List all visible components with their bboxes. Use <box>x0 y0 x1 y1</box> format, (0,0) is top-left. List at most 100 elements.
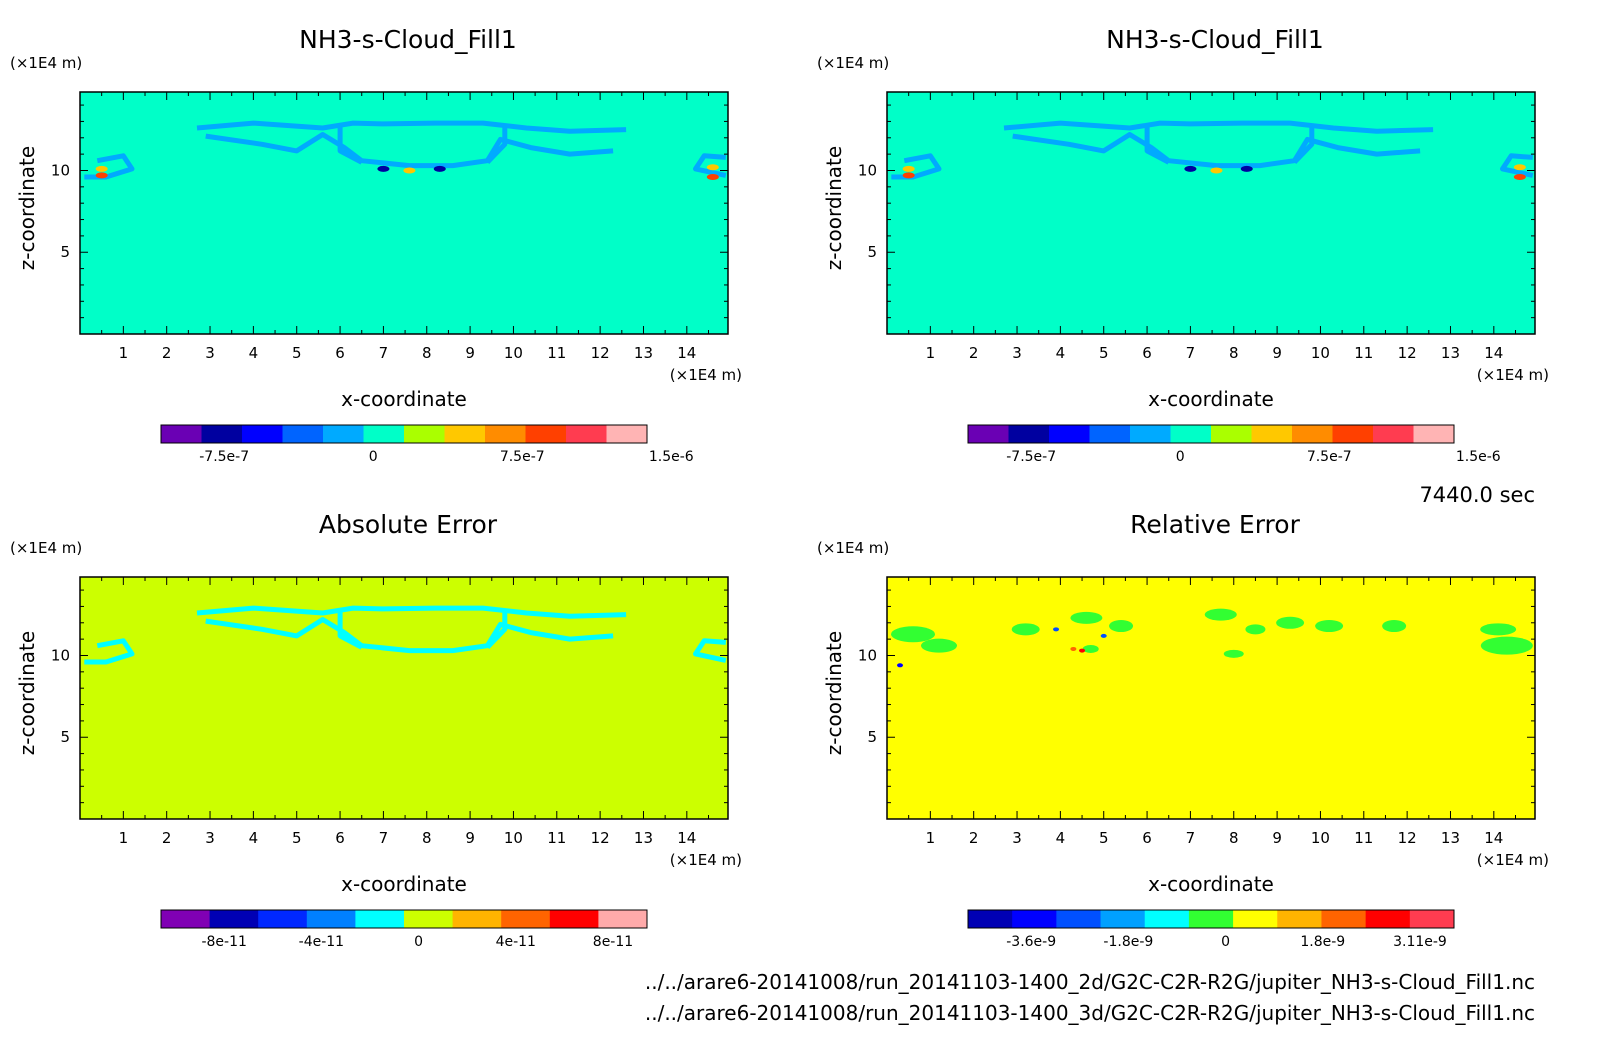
colorbar-swatch <box>1413 425 1455 443</box>
colorbar-tick-label: 0 <box>1221 934 1230 950</box>
x-tick-label: 3 <box>1012 344 1022 362</box>
field-blob <box>921 638 958 653</box>
colorbar-swatch <box>1233 910 1278 928</box>
colorbar-tick-label: 3.11e-9 <box>1393 934 1447 950</box>
x-tick-label: 6 <box>335 344 345 362</box>
x-tick-label: 2 <box>162 829 172 847</box>
field-contour <box>205 132 614 169</box>
x-tick-label: 14 <box>677 344 696 362</box>
colorbar-tick-label: 0 <box>369 449 378 465</box>
colorbar-swatch <box>1373 425 1414 443</box>
colorbar-swatch <box>161 910 211 928</box>
colorbar-swatch <box>404 910 454 928</box>
x-tick-label: 10 <box>504 829 523 847</box>
colorbar-swatch <box>161 425 202 443</box>
x-tick-label: 14 <box>1484 829 1503 847</box>
x-tick-label: 8 <box>1229 829 1239 847</box>
x-unit-label: (×1E4 m) <box>670 366 742 384</box>
colorbar-tick-label: 0 <box>414 934 423 950</box>
colorbar-swatch <box>1130 425 1171 443</box>
colorbar-frame <box>967 909 1455 929</box>
file-path: ../../arare6-20141008/run_20141103-1400_… <box>645 970 1535 994</box>
colorbar-swatch <box>1056 910 1102 928</box>
x-tick-label: 6 <box>1142 344 1152 362</box>
colorbar-tick-label: 1.5e-6 <box>1456 449 1501 465</box>
y-tick-label: 10 <box>51 646 70 664</box>
x-tick-label: 11 <box>547 344 566 362</box>
x-tick-label: 7 <box>1186 344 1196 362</box>
field-contour <box>84 638 135 665</box>
field-blob <box>1070 646 1077 651</box>
y-unit-label: (×1E4 m) <box>817 54 889 72</box>
x-tick-label: 11 <box>547 829 566 847</box>
colorbar-swatch <box>566 425 607 443</box>
chart-title: Absolute Error <box>319 510 498 539</box>
field-contour <box>337 124 363 165</box>
x-unit-label: (×1E4 m) <box>1477 366 1549 384</box>
x-tick-label: 10 <box>1311 829 1330 847</box>
time-label: 7440.0 sec <box>1419 483 1535 507</box>
x-tick-label: 6 <box>335 829 345 847</box>
field-blob <box>1240 165 1253 172</box>
x-unit-label: (×1E4 m) <box>670 851 742 869</box>
colorbar-swatch <box>404 425 445 443</box>
colorbar-swatch <box>1292 425 1333 443</box>
x-tick-label: 1 <box>926 344 936 362</box>
field-contour <box>1500 153 1534 178</box>
y-axis-label: z-coordinate <box>15 146 39 270</box>
field-contour <box>693 638 727 663</box>
colorbar-frame <box>967 424 1455 444</box>
y-tick-label: 10 <box>51 161 70 179</box>
chart-title: Relative Error <box>1130 510 1300 539</box>
field-blob <box>706 164 719 171</box>
colorbar-swatch <box>1321 910 1367 928</box>
field-blob <box>1204 608 1237 621</box>
x-tick-label: 1 <box>119 344 129 362</box>
colorbar-swatch <box>363 425 405 443</box>
colorbar-swatch <box>282 425 324 443</box>
field-blob <box>1053 627 1060 632</box>
x-tick-label: 12 <box>1398 829 1417 847</box>
y-unit-label: (×1E4 m) <box>10 54 82 72</box>
x-tick-label: 3 <box>205 344 215 362</box>
field-contour <box>196 120 627 134</box>
chart-panel-1: NH3-s-Cloud_Fill1(×1E4 m)1 2 3 4 5 6 7 8 9 10 11 12… <box>10 25 742 465</box>
plot-frame <box>79 576 729 820</box>
x-tick-label: 8 <box>422 829 432 847</box>
x-tick-label: 14 <box>1484 344 1503 362</box>
y-tick-label: 5 <box>867 243 877 261</box>
field-contour <box>1144 124 1170 165</box>
colorbar-tick-label: -3.6e-9 <box>1006 934 1056 950</box>
colorbar-swatch <box>201 425 243 443</box>
field-contour <box>485 609 508 650</box>
colorbar-swatch <box>1365 910 1411 928</box>
field-blob <box>1184 165 1197 172</box>
colorbar-swatch <box>1211 425 1252 443</box>
colorbar-swatch <box>1049 425 1090 443</box>
x-tick-label: 12 <box>591 829 610 847</box>
x-tick-label: 13 <box>1441 829 1460 847</box>
field-blob <box>1070 611 1103 624</box>
chart-title: NH3-s-Cloud_Fill1 <box>299 25 517 54</box>
colorbar-swatch <box>1100 910 1146 928</box>
x-tick-label: 7 <box>379 829 389 847</box>
colorbar-tick-label: 1.5e-6 <box>649 449 694 465</box>
field-blob <box>1276 616 1305 629</box>
x-tick-label: 10 <box>1311 344 1330 362</box>
x-tick-label: 13 <box>634 829 653 847</box>
colorbar-swatch <box>485 425 526 443</box>
x-tick-label: 8 <box>422 344 432 362</box>
plot-area <box>80 577 728 819</box>
x-tick-label: 9 <box>1272 829 1282 847</box>
field-blob <box>902 165 915 172</box>
chart-panel-3: Absolute Error(×1E4 m)1 2 3 4 5 6 7 8 9 10 11 12 13 1… <box>10 510 742 950</box>
colorbar-swatch <box>452 910 502 928</box>
x-tick-label: 2 <box>162 344 172 362</box>
x-tick-label: 12 <box>1398 344 1417 362</box>
x-axis-label: x-coordinate <box>341 872 467 896</box>
x-axis-label: x-coordinate <box>1148 872 1274 896</box>
plot-frame <box>886 91 1536 335</box>
colorbar-tick-label: -8e-11 <box>201 934 246 950</box>
x-tick-label: 4 <box>1056 344 1066 362</box>
x-tick-label: 4 <box>249 344 259 362</box>
